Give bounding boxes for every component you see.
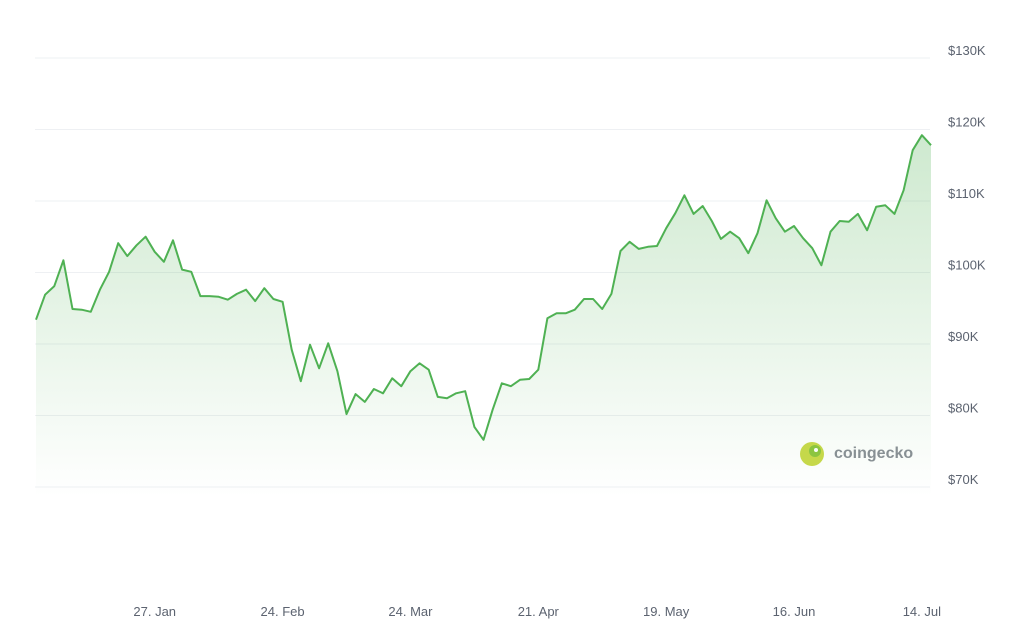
- y-tick-label: $120K: [948, 115, 986, 130]
- x-tick-label: 24. Feb: [261, 604, 305, 619]
- price-line: [35, 134, 932, 441]
- y-tick-label: $100K: [948, 258, 986, 273]
- y-tick-label: $110K: [948, 186, 985, 201]
- y-tick-label: $130K: [948, 43, 986, 58]
- y-tick-label: $70K: [948, 472, 979, 487]
- area: [36, 135, 931, 497]
- x-tick-label: 27. Jan: [133, 604, 176, 619]
- x-tick-label: 16. Jun: [773, 604, 816, 619]
- x-tick-label: 14. Jul: [903, 604, 941, 619]
- x-tick-label: 24. Mar: [388, 604, 433, 619]
- x-tick-label: 21. Apr: [518, 604, 560, 619]
- y-tick-label: $90K: [948, 329, 979, 344]
- y-tick-label: $80K: [948, 401, 979, 416]
- x-tick-label: 19. May: [643, 604, 690, 619]
